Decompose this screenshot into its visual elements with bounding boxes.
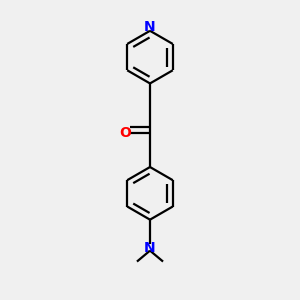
Text: N: N [144,241,156,255]
Text: O: O [119,126,131,140]
Text: N: N [144,20,156,34]
